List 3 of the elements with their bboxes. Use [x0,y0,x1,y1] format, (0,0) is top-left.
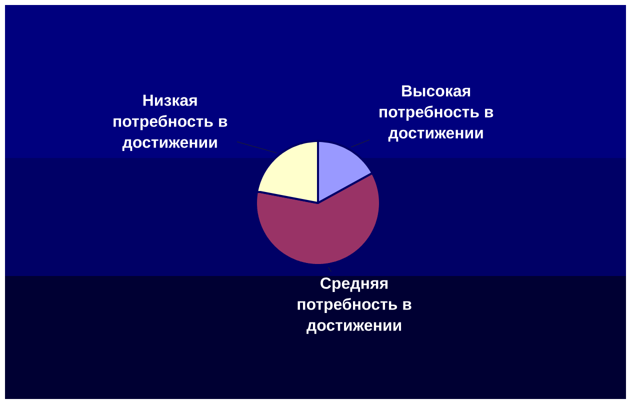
slice-label: Высокая потребность в достижении [380,85,494,142]
slice-label: Средняя потребность в достижении [298,278,412,334]
slice-label: Низкая потребность в достижении [114,94,228,151]
